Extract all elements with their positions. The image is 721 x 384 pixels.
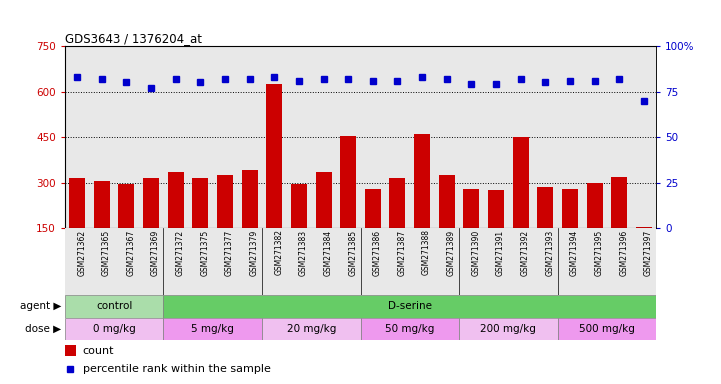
Bar bbox=[164, 295, 656, 318]
Text: GSM271391: GSM271391 bbox=[496, 230, 505, 276]
Bar bbox=[164, 228, 262, 295]
Bar bbox=[459, 318, 557, 340]
Bar bbox=[65, 228, 164, 295]
Text: GSM271384: GSM271384 bbox=[324, 230, 332, 276]
Bar bbox=[217, 175, 233, 228]
Bar bbox=[164, 318, 262, 340]
Text: GSM271392: GSM271392 bbox=[521, 230, 530, 276]
Bar bbox=[513, 137, 528, 228]
Bar bbox=[266, 84, 283, 228]
Text: 500 mg/kg: 500 mg/kg bbox=[579, 324, 634, 334]
Text: GSM271383: GSM271383 bbox=[299, 230, 308, 276]
Bar bbox=[316, 172, 332, 228]
Text: GSM271362: GSM271362 bbox=[77, 230, 87, 276]
Text: GSM271367: GSM271367 bbox=[126, 230, 136, 276]
Bar bbox=[586, 183, 603, 228]
Bar bbox=[65, 345, 76, 356]
Text: 5 mg/kg: 5 mg/kg bbox=[191, 324, 234, 334]
Text: D-serine: D-serine bbox=[388, 301, 432, 311]
Bar bbox=[562, 189, 578, 228]
Bar bbox=[291, 184, 307, 228]
Bar bbox=[118, 184, 135, 228]
Text: GSM271387: GSM271387 bbox=[397, 230, 407, 276]
Text: GSM271379: GSM271379 bbox=[249, 230, 259, 276]
Bar bbox=[94, 181, 110, 228]
Text: 200 mg/kg: 200 mg/kg bbox=[480, 324, 536, 334]
Text: GSM271377: GSM271377 bbox=[225, 230, 234, 276]
Bar bbox=[65, 295, 164, 318]
Bar bbox=[459, 228, 557, 295]
Text: GSM271388: GSM271388 bbox=[422, 230, 431, 275]
Text: GSM271365: GSM271365 bbox=[102, 230, 111, 276]
Bar bbox=[365, 189, 381, 228]
Text: GSM271393: GSM271393 bbox=[545, 230, 554, 276]
Text: GSM271369: GSM271369 bbox=[151, 230, 160, 276]
Text: GSM271395: GSM271395 bbox=[595, 230, 603, 276]
Bar bbox=[193, 178, 208, 228]
Bar bbox=[464, 189, 479, 228]
Bar bbox=[69, 178, 85, 228]
Text: GSM271396: GSM271396 bbox=[619, 230, 628, 276]
Text: GSM271385: GSM271385 bbox=[348, 230, 357, 276]
Bar bbox=[360, 228, 459, 295]
Text: dose ▶: dose ▶ bbox=[25, 324, 61, 334]
Text: 50 mg/kg: 50 mg/kg bbox=[385, 324, 435, 334]
Text: GDS3643 / 1376204_at: GDS3643 / 1376204_at bbox=[65, 32, 202, 45]
Bar bbox=[537, 187, 553, 228]
Text: control: control bbox=[96, 301, 133, 311]
Text: percentile rank within the sample: percentile rank within the sample bbox=[83, 364, 270, 374]
Text: GSM271390: GSM271390 bbox=[472, 230, 480, 276]
Bar bbox=[65, 318, 164, 340]
Text: GSM271375: GSM271375 bbox=[200, 230, 209, 276]
Bar bbox=[242, 170, 257, 228]
Bar bbox=[340, 136, 356, 228]
Text: count: count bbox=[83, 346, 114, 356]
Text: agent ▶: agent ▶ bbox=[20, 301, 61, 311]
Bar bbox=[414, 134, 430, 228]
Bar bbox=[557, 318, 656, 340]
Text: GSM271382: GSM271382 bbox=[274, 230, 283, 275]
Bar bbox=[557, 228, 656, 295]
Text: GSM271394: GSM271394 bbox=[570, 230, 579, 276]
Text: GSM271372: GSM271372 bbox=[176, 230, 185, 276]
Text: 0 mg/kg: 0 mg/kg bbox=[93, 324, 136, 334]
Text: GSM271389: GSM271389 bbox=[447, 230, 456, 276]
Bar bbox=[488, 190, 504, 228]
Bar bbox=[262, 228, 360, 295]
Bar bbox=[168, 172, 184, 228]
Bar bbox=[438, 175, 455, 228]
Text: GSM271397: GSM271397 bbox=[644, 230, 653, 276]
Bar bbox=[143, 178, 159, 228]
Text: 20 mg/kg: 20 mg/kg bbox=[286, 324, 336, 334]
Bar bbox=[636, 227, 652, 228]
Bar bbox=[262, 318, 360, 340]
Bar bbox=[360, 318, 459, 340]
Bar bbox=[389, 178, 405, 228]
Bar bbox=[611, 177, 627, 228]
Text: GSM271386: GSM271386 bbox=[373, 230, 382, 276]
